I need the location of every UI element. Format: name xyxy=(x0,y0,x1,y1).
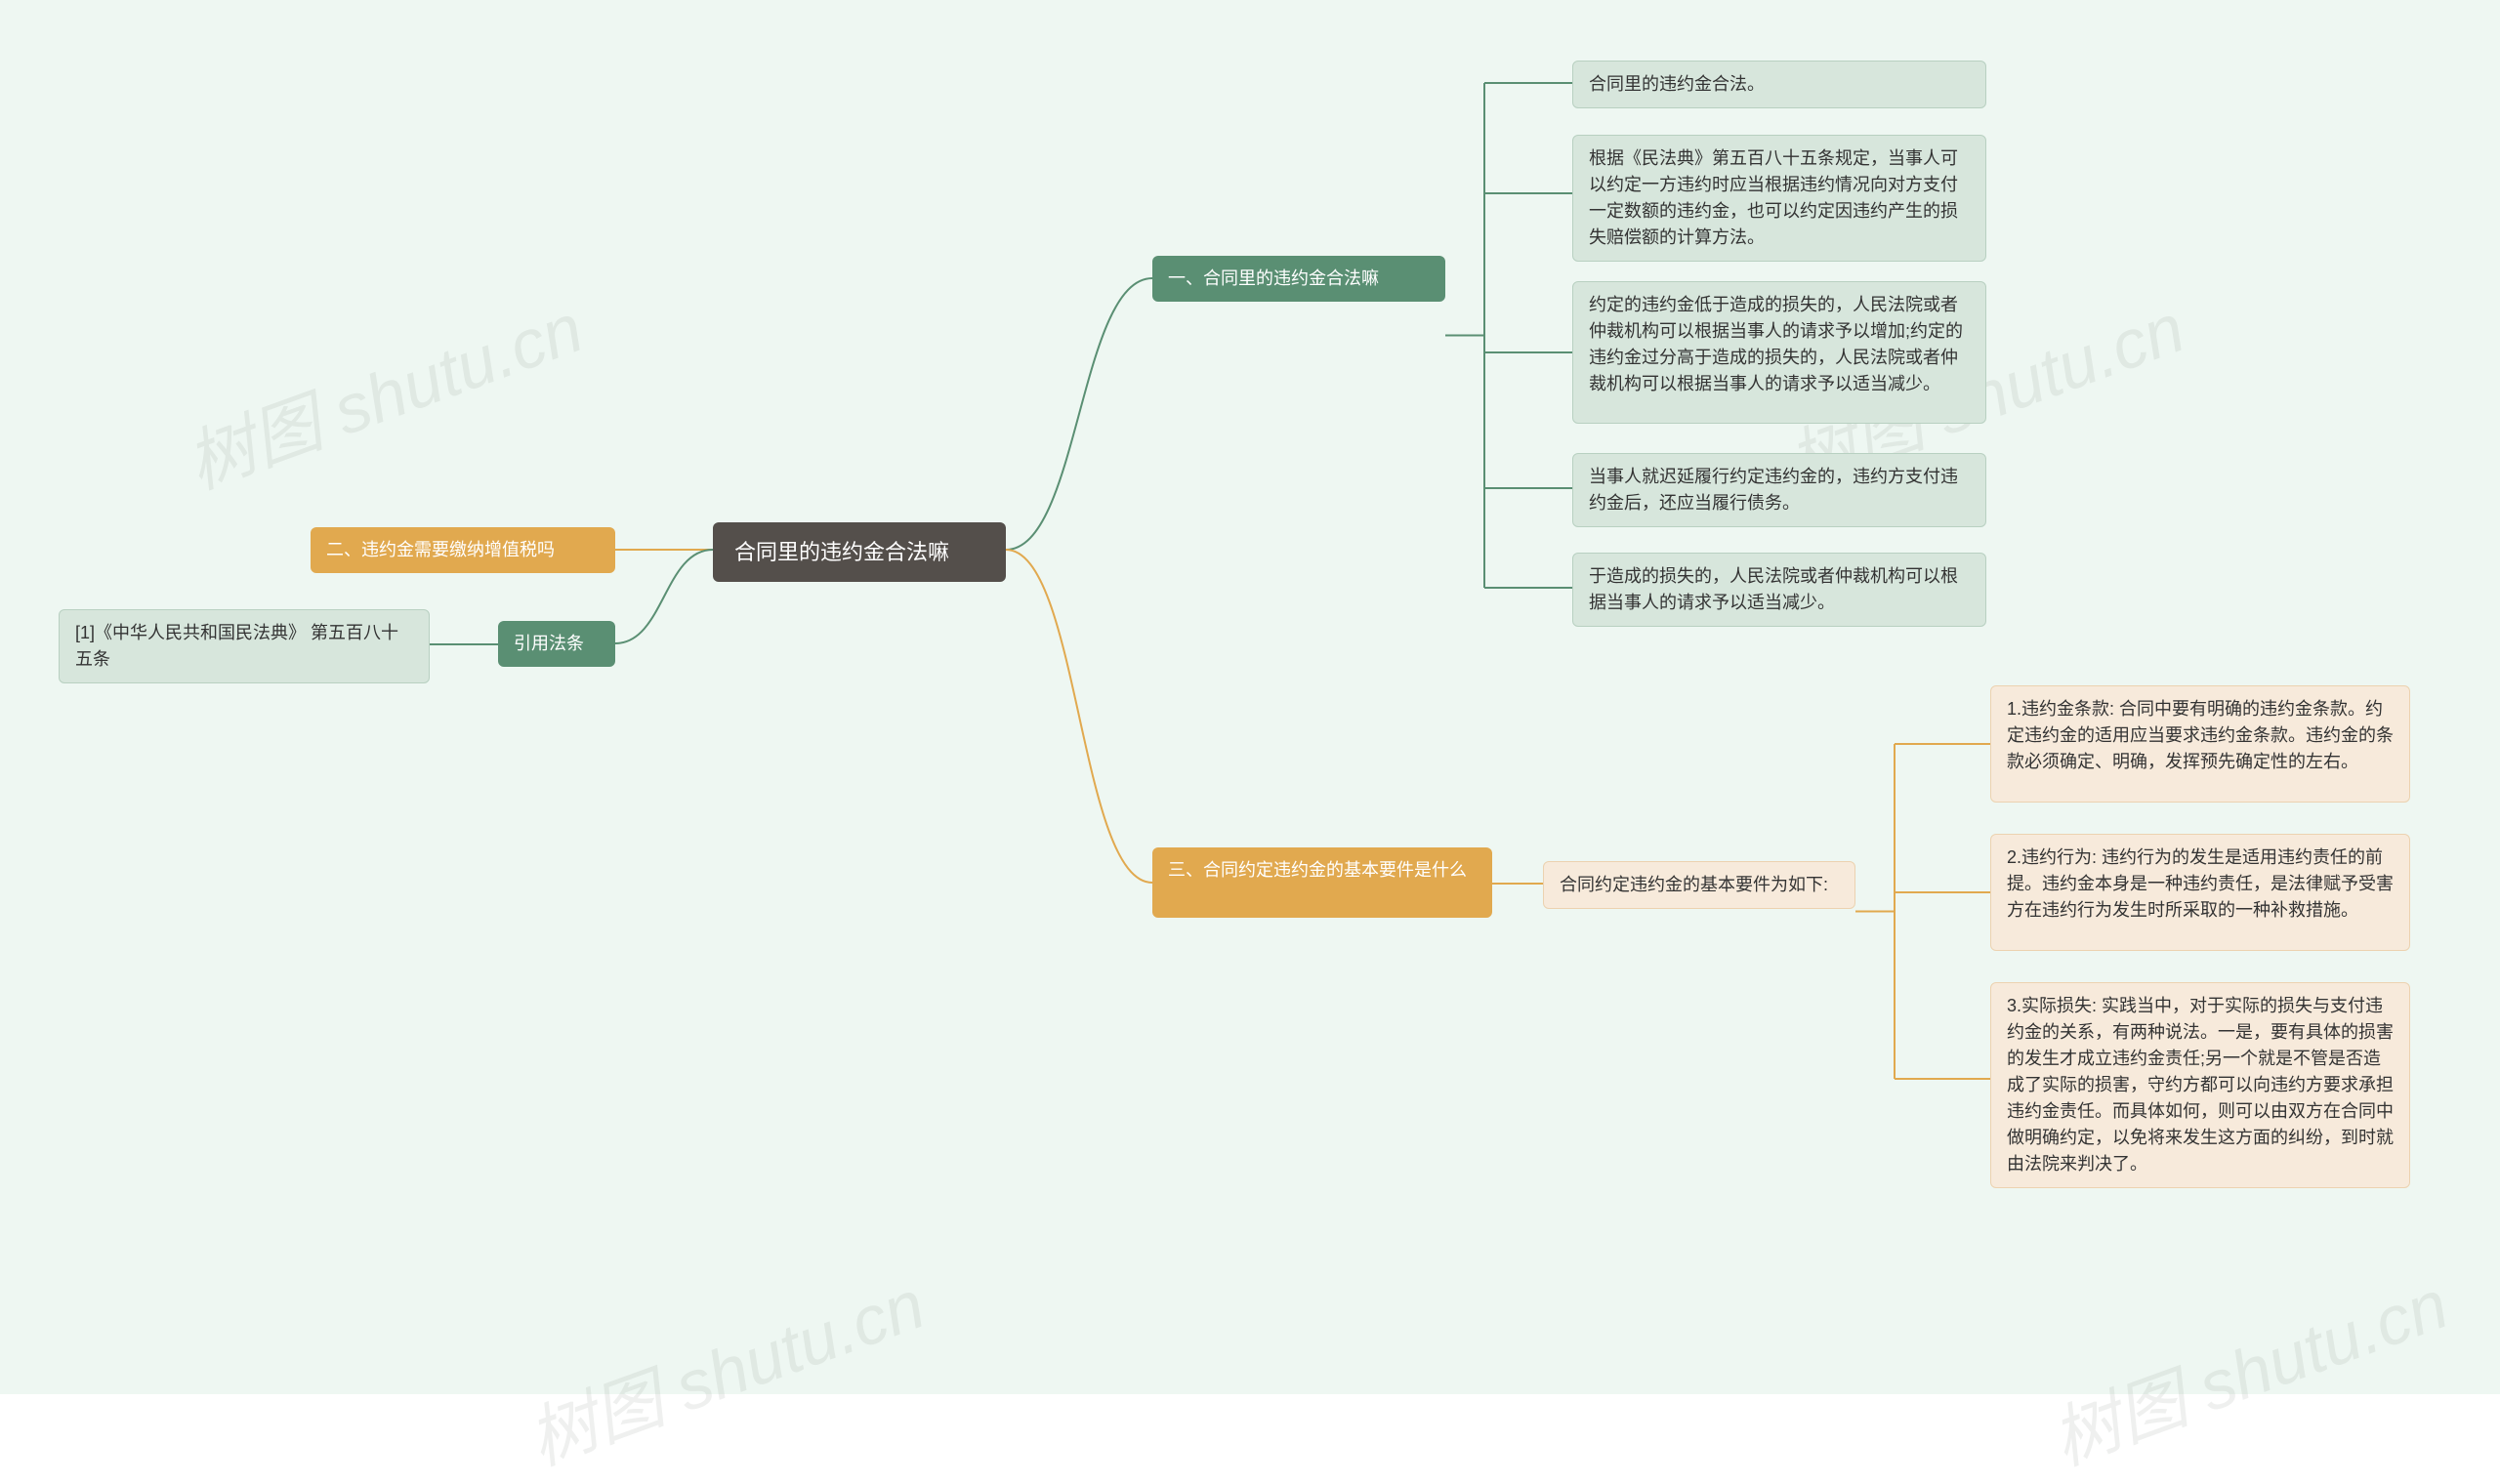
branch-b1[interactable]: 一、合同里的违约金合法嘛 xyxy=(1152,256,1445,302)
leaf-b1c1[interactable]: 合同里的违约金合法。 xyxy=(1572,61,1986,108)
branch-b4[interactable]: 引用法条 xyxy=(498,621,615,667)
leaf-b3c0[interactable]: 合同约定违约金的基本要件为如下: xyxy=(1543,861,1855,909)
leaf-b1c5[interactable]: 于造成的损失的，人民法院或者仲裁机构可以根据当事人的请求予以适当减少。 xyxy=(1572,553,1986,627)
branch-b3[interactable]: 三、合同约定违约金的基本要件是什么 xyxy=(1152,847,1492,918)
leaf-b3c1[interactable]: 1.违约金条款: 合同中要有明确的违约金条款。约定违约金的适用应当要求违约金条款… xyxy=(1990,685,2410,803)
watermark: 树图 shutu.cn xyxy=(172,274,595,509)
leaf-b4c1[interactable]: [1]《中华人民共和国民法典》 第五百八十五条 xyxy=(59,609,430,683)
watermark: 树图 shutu.cn xyxy=(514,1251,937,1484)
leaf-b1c2[interactable]: 根据《民法典》第五百八十五条规定，当事人可以约定一方违约时应当根据违约情况向对方… xyxy=(1572,135,1986,262)
branch-b2[interactable]: 二、违约金需要缴纳增值税吗 xyxy=(311,527,615,573)
leaf-b3c3[interactable]: 3.实际损失: 实践当中，对于实际的损失与支付违约金的关系，有两种说法。一是，要… xyxy=(1990,982,2410,1188)
leaf-b1c3[interactable]: 约定的违约金低于造成的损失的，人民法院或者仲裁机构可以根据当事人的请求予以增加;… xyxy=(1572,281,1986,424)
mindmap-canvas: 树图 shutu.cn树图 shutu.cn树图 shutu.cn树图 shut… xyxy=(0,0,2500,1394)
leaf-b1c4[interactable]: 当事人就迟延履行约定违约金的，违约方支付违约金后，还应当履行债务。 xyxy=(1572,453,1986,527)
root-node[interactable]: 合同里的违约金合法嘛 xyxy=(713,522,1006,582)
leaf-b3c2[interactable]: 2.违约行为: 违约行为的发生是适用违约责任的前提。违约金本身是一种违约责任，是… xyxy=(1990,834,2410,951)
watermark: 树图 shutu.cn xyxy=(2037,1251,2460,1484)
